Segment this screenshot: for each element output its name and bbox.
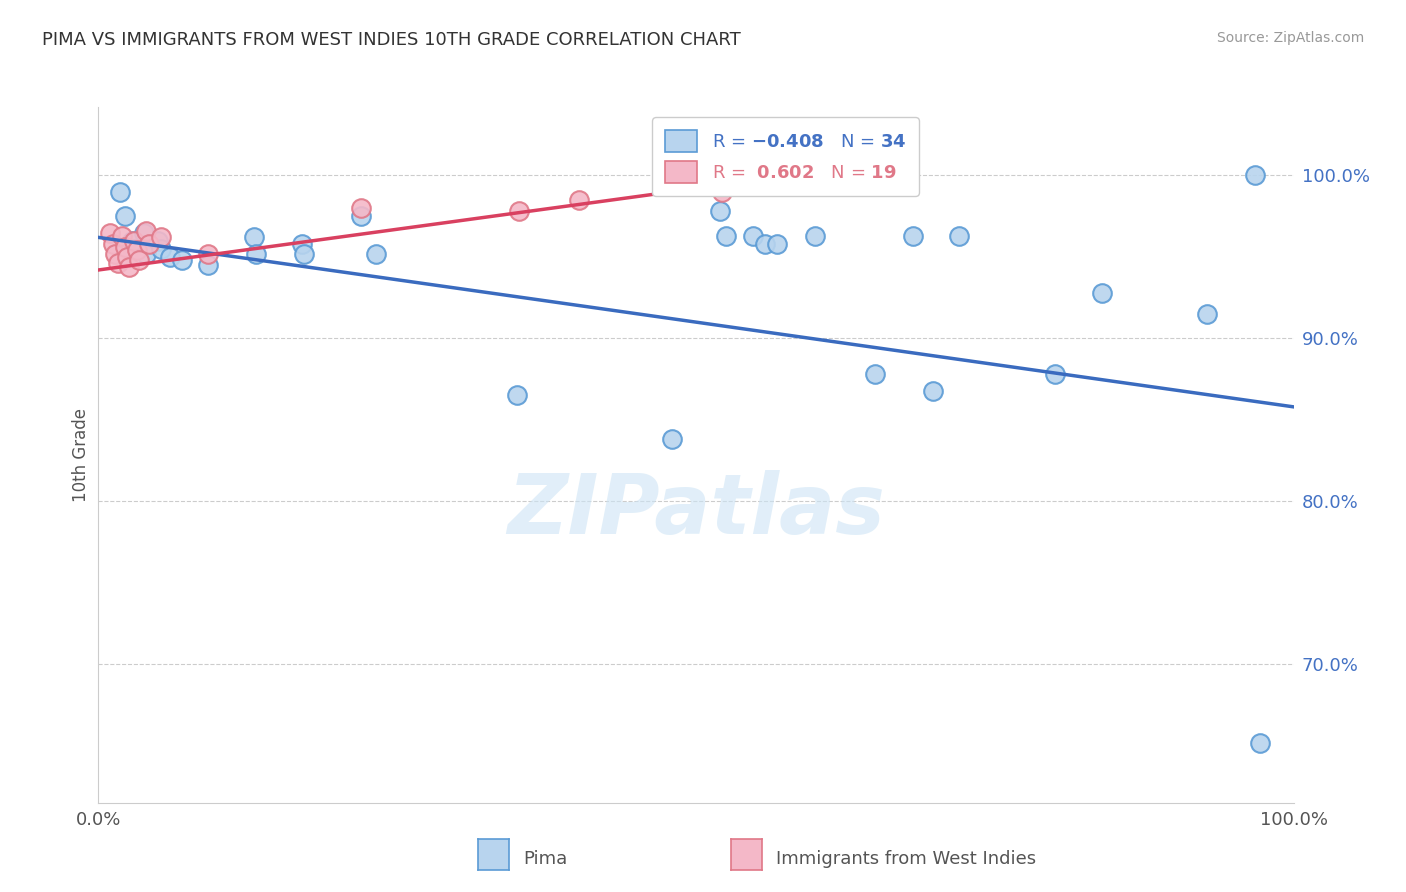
Point bbox=[197, 258, 219, 272]
Point bbox=[148, 234, 170, 248]
Point bbox=[138, 236, 160, 251]
Text: PIMA VS IMMIGRANTS FROM WEST INDIES 10TH GRADE CORRELATION CHART: PIMA VS IMMIGRANTS FROM WEST INDIES 10TH… bbox=[42, 31, 741, 49]
Point bbox=[568, 193, 591, 207]
Point bbox=[754, 236, 776, 251]
Point bbox=[506, 388, 529, 402]
Point bbox=[128, 253, 150, 268]
Point bbox=[135, 246, 157, 260]
Point bbox=[132, 226, 155, 240]
Point bbox=[350, 209, 373, 223]
Point bbox=[804, 228, 827, 243]
Point bbox=[508, 204, 530, 219]
Point bbox=[135, 224, 157, 238]
Text: Pima: Pima bbox=[523, 850, 567, 868]
Point bbox=[1244, 169, 1267, 183]
Point bbox=[197, 246, 219, 260]
Point bbox=[245, 246, 267, 260]
Point bbox=[1043, 368, 1066, 382]
Point bbox=[124, 234, 146, 248]
Point bbox=[243, 230, 266, 244]
Point bbox=[114, 240, 136, 254]
Point bbox=[711, 185, 734, 199]
Point bbox=[104, 246, 127, 260]
Point bbox=[108, 185, 131, 199]
Point bbox=[101, 236, 124, 251]
Point bbox=[709, 204, 731, 219]
Legend: R = $\mathbf{-0.408}$   N = $\mathbf{34}$, R =  $\mathbf{0.602}$   N = $\mathbf{: R = $\mathbf{-0.408}$ N = $\mathbf{34}$,… bbox=[652, 118, 920, 196]
Point bbox=[98, 226, 122, 240]
Point bbox=[124, 242, 146, 256]
Point bbox=[714, 228, 737, 243]
Point bbox=[948, 228, 970, 243]
Point bbox=[863, 368, 886, 382]
Point bbox=[290, 236, 312, 251]
Point bbox=[1249, 735, 1271, 749]
Point bbox=[921, 384, 943, 398]
Y-axis label: 10th Grade: 10th Grade bbox=[72, 408, 90, 502]
Point bbox=[118, 260, 141, 274]
Point bbox=[364, 246, 387, 260]
Point bbox=[125, 244, 148, 258]
Text: Immigrants from West Indies: Immigrants from West Indies bbox=[776, 850, 1036, 868]
Point bbox=[114, 209, 136, 223]
Text: Source: ZipAtlas.com: Source: ZipAtlas.com bbox=[1216, 31, 1364, 45]
Point bbox=[172, 253, 194, 268]
Point bbox=[661, 433, 683, 447]
Point bbox=[766, 236, 789, 251]
Point bbox=[111, 228, 134, 243]
Point bbox=[149, 230, 172, 244]
Point bbox=[107, 256, 129, 270]
Point bbox=[350, 201, 373, 215]
Point bbox=[903, 228, 925, 243]
Point bbox=[121, 234, 143, 248]
Point bbox=[115, 250, 138, 264]
Point bbox=[149, 242, 172, 256]
Text: ZIPatlas: ZIPatlas bbox=[508, 470, 884, 551]
Point bbox=[1091, 285, 1114, 300]
Point bbox=[742, 228, 765, 243]
Point bbox=[292, 246, 315, 260]
Point bbox=[159, 250, 181, 264]
Point bbox=[1197, 307, 1219, 321]
